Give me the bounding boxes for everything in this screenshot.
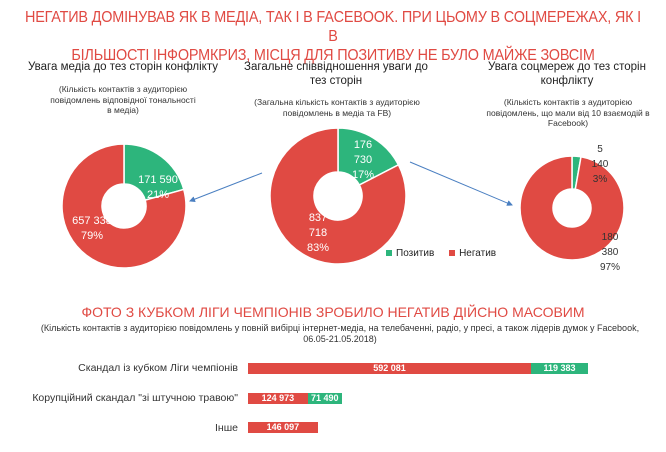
arrow-left-icon [189, 172, 263, 202]
bar-category-label: Скандал із кубком Ліги чемпіонів [78, 362, 238, 374]
pie-media: 171 590 21% 657 338 79% [61, 143, 187, 269]
bar-segment: 124 973 [248, 393, 308, 404]
pie-data-label: 17% [352, 169, 374, 181]
arrow-right-icon [409, 161, 513, 206]
pie-slice [61, 143, 187, 269]
headline-line-1: НЕГАТИВ ДОМІНУВАВ ЯК В МЕДІА, ТАК І В FA… [24, 9, 642, 45]
bar-data-label: 592 081 [373, 363, 406, 373]
pie-data-label: 171 590 [138, 174, 178, 186]
legend-negative: Негатив [449, 248, 496, 259]
bar-segment: 592 081 [248, 363, 531, 374]
legend-negative-swatch [449, 250, 456, 257]
legend: Позитив Негатив [386, 248, 496, 259]
bar-category-label: Інше [215, 422, 238, 434]
legend-positive: Позитив [386, 248, 434, 259]
bar-segment: 119 383 [530, 363, 588, 374]
pie-social-title: Увага соцмереж до тез сторін конфлікту [488, 61, 646, 87]
bar-data-label: 124 973 [261, 393, 295, 403]
pie-slice [519, 155, 625, 261]
pie-social: 5 140 3% 180 380 97% [519, 144, 625, 273]
pie-data-label: 837 [309, 212, 327, 224]
pie-total-subtitle: (Загальна кількість контактів з аудиторі… [254, 97, 420, 118]
headline: НЕГАТИВ ДОМІНУВАВ ЯК В МЕДІА, ТАК І В FA… [23, 8, 642, 65]
pie-social-subtitle: (Кількість контактів з аудиторією повідо… [486, 97, 650, 128]
headline-line-2: БІЛЬШОСТІ ІНФОРМКРИЗ, МІСЦЯ ДЛЯ ПОЗИТИВУ… [71, 47, 595, 64]
pie-slice [269, 127, 407, 265]
bar-chart-title: ФОТО З КУБКОМ ЛІГИ ЧЕМПІОНІВ ЗРОБИЛО НЕГ… [81, 304, 585, 320]
pie-data-label: 180 [602, 232, 619, 243]
legend-positive-swatch [386, 250, 392, 257]
pie-total: 176 730 17% 837 718 83% [269, 127, 407, 265]
pie-data-label: 97% [600, 262, 620, 273]
pie-data-label: 79% [81, 230, 103, 242]
pie-data-label: 730 [354, 154, 372, 166]
bar-segment: 71 490 [307, 393, 342, 404]
pie-media-subtitle: (Кількість контактів з аудиторією повідо… [50, 84, 196, 115]
pie-data-label: 657 338 [72, 215, 112, 227]
bar-data-label: 146 097 [266, 422, 300, 432]
pie-data-label: 83% [307, 242, 329, 254]
pie-total-title: Загальне співвідношення уваги до тез сто… [244, 61, 428, 87]
pie-slice [123, 143, 185, 202]
bar-segment: 146 097 [248, 422, 318, 433]
pie-data-label: 718 [309, 227, 327, 239]
bar-category-label: Корупційний скандал "зі штучною травою" [32, 392, 238, 404]
pie-data-label: 5 [597, 144, 603, 155]
bar-chart-subtitle: (Кількість контактів з аудиторією повідо… [40, 323, 640, 344]
pie-data-label: 3% [593, 174, 608, 185]
pie-data-label: 21% [147, 189, 169, 201]
pie-media-title: Увага медіа до тез сторін конфлікту [28, 61, 218, 73]
pie-data-label: 140 [592, 159, 609, 170]
bar-data-label: 71 490 [311, 393, 339, 403]
pie-data-label: 380 [602, 247, 619, 258]
pie-data-label: 176 [354, 139, 372, 151]
bar-data-label: 119 383 [543, 363, 576, 373]
